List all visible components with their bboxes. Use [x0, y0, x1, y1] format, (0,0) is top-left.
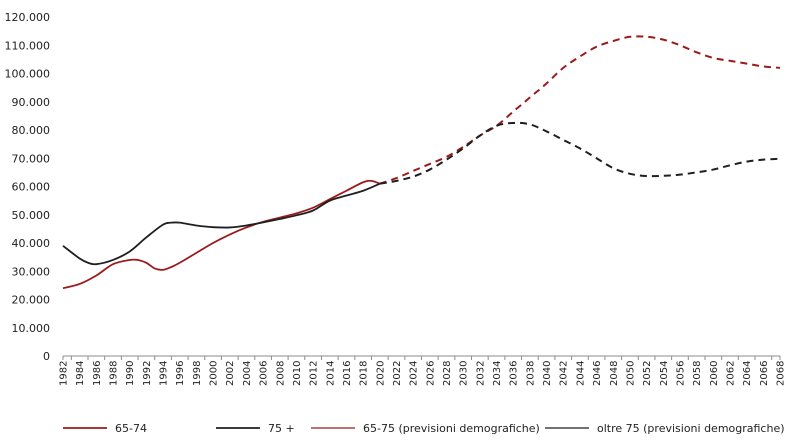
y-tick-label: 0 [43, 350, 50, 363]
x-tick-label: 2032 [475, 361, 486, 386]
y-tick-label: 50.000 [12, 209, 51, 222]
y-tick-label: 30.000 [12, 265, 51, 278]
series-line-1 [62, 182, 381, 266]
legend-label-1: 75 + [268, 422, 295, 435]
series-lines [62, 35, 781, 290]
x-tick-label: 2050 [625, 361, 636, 386]
y-tick-label: 90.000 [12, 96, 51, 109]
x-tick-label: 2040 [542, 361, 553, 386]
x-tick-label: 1982 [59, 361, 70, 386]
y-tick-label: 40.000 [12, 237, 51, 250]
x-tick-label: 2066 [759, 361, 770, 386]
x-tick-label: 2018 [359, 361, 370, 386]
x-tick-label: 2016 [342, 361, 353, 386]
x-tick-label: 2000 [209, 361, 220, 386]
x-tick-label: 2064 [742, 361, 753, 386]
y-tick-label: 10.000 [12, 322, 51, 335]
x-tick-label: 2054 [659, 361, 670, 386]
x-tick-label: 2004 [242, 361, 253, 386]
x-tick-label: 2024 [409, 361, 420, 386]
x-tick-label: 2028 [442, 361, 453, 386]
x-tick-label: 2026 [425, 361, 436, 386]
x-tick-label: 2048 [609, 361, 620, 386]
x-tick-label: 2038 [525, 361, 536, 386]
x-tick-label: 2008 [275, 361, 286, 386]
x-tick-label: 2068 [776, 361, 787, 386]
x-tick-label: 1986 [92, 361, 103, 386]
x-tick-label: 2062 [725, 361, 736, 386]
x-tick-label: 2056 [675, 361, 686, 386]
x-tick-label: 2034 [492, 361, 503, 386]
x-tick-label: 2052 [642, 361, 653, 386]
x-tick-label: 2012 [309, 361, 320, 386]
x-tick-label: 2060 [709, 361, 720, 386]
x-tick-label: 1984 [75, 361, 86, 386]
legend-label-0: 65-74 [115, 422, 147, 435]
x-tick-label: 2030 [459, 361, 470, 386]
y-tick-label: 120.000 [5, 11, 51, 24]
series-line-3 [379, 121, 781, 185]
x-tick-label: 2002 [225, 361, 236, 386]
x-tick-label: 2044 [575, 361, 586, 386]
x-tick-label: 1990 [125, 361, 136, 386]
series-line-2 [379, 35, 781, 185]
legend: 65-74 75 + 65-75 (previsioni demografiche)… [63, 422, 785, 435]
y-tick-label: 20.000 [12, 294, 51, 307]
legend-label-2: 65-75 (previsioni demografiche) [363, 422, 540, 435]
x-tick-label: 2010 [292, 361, 303, 386]
series-line-0 [62, 179, 381, 290]
y-tick-label: 70.000 [12, 152, 51, 165]
x-tick-label: 2036 [509, 361, 520, 386]
legend-label-3: oltre 75 (previsioni demografiche) [597, 422, 785, 435]
x-tick-label: 2022 [392, 361, 403, 386]
x-axis-ticks: 1982 1984 1986 1988 1990 1992 1994 1996 1998 2000… [59, 361, 787, 386]
x-tick-label: 1994 [159, 361, 170, 386]
y-tick-label: 100.000 [5, 68, 51, 81]
y-axis-ticks: 0 10.000 20.000 30.000 40.000 50.000 60.000 70.… [5, 11, 51, 363]
x-tick-label: 2058 [692, 361, 703, 386]
x-tick-label: 2046 [592, 361, 603, 386]
y-tick-label: 80.000 [12, 124, 51, 137]
x-tick-label: 1988 [109, 361, 120, 386]
x-tick-label: 2020 [375, 361, 386, 386]
axes [62, 355, 781, 360]
x-tick-label: 2006 [259, 361, 270, 386]
y-tick-label: 60.000 [12, 181, 51, 194]
x-tick-label: 1996 [175, 361, 186, 386]
x-tick-label: 1992 [142, 361, 153, 386]
y-tick-label: 110.000 [5, 39, 51, 52]
x-tick-label: 1998 [192, 361, 203, 386]
x-tick-label: 2014 [325, 361, 336, 386]
x-tick-label: 2042 [559, 361, 570, 386]
